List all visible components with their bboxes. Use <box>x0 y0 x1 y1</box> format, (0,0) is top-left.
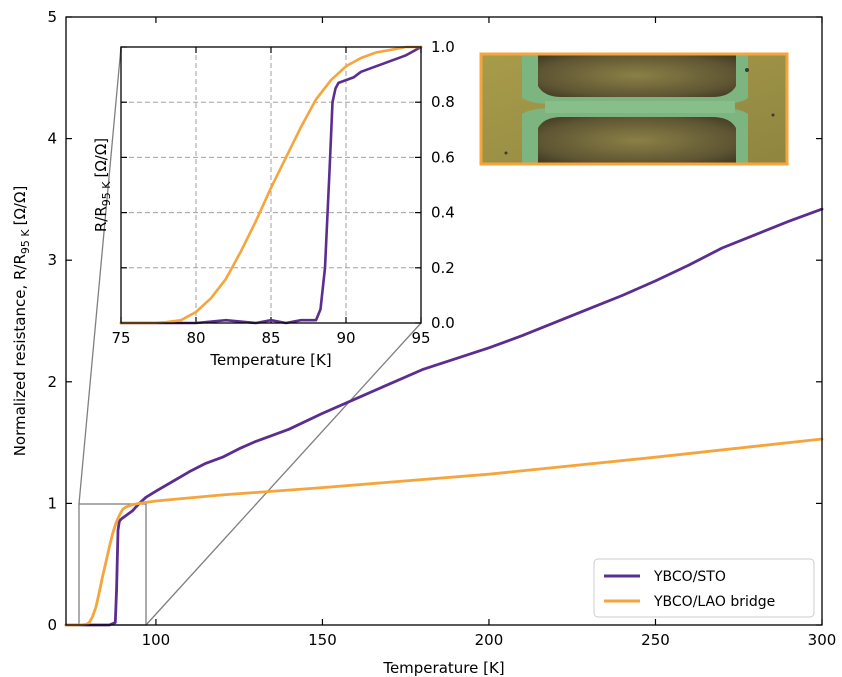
y-tick-label: 2 <box>47 373 57 391</box>
photo-upper-pad <box>538 54 736 97</box>
main-axes-frame <box>65 16 823 626</box>
inset-y-axis-label: R/R95 K [Ω/Ω] <box>92 138 113 232</box>
photo-speck <box>771 113 775 117</box>
y-tick-label: 3 <box>47 251 57 269</box>
zoom-connector-left <box>78 46 122 505</box>
y-tick-label: 5 <box>47 8 57 26</box>
x-tick-label: 75 <box>111 329 130 347</box>
legend-label-ybco-sto: YBCO/STO <box>653 569 726 585</box>
photo-border <box>479 52 789 166</box>
y-tick-label: 0.0 <box>431 314 455 332</box>
x-tick-label: 95 <box>411 329 430 347</box>
main-y-axis-label-sub: 95 K <box>19 229 32 254</box>
photo-speck <box>504 151 508 155</box>
main-series <box>64 207 824 627</box>
inset-y-axis-label-main: R/R <box>92 206 110 232</box>
main-y-axis-label: Normalized resistance, R/R95 K [Ω/Ω] <box>11 186 32 457</box>
x-tick-label: 85 <box>261 329 280 347</box>
y-tick-label: 4 <box>47 130 57 148</box>
x-tick-label: 100 <box>142 631 171 649</box>
photo-speck <box>745 68 749 72</box>
inset-tick-labels: 75 80 85 90 950.0 0.2 0.4 0.6 0.8 1.0 <box>111 38 454 347</box>
main-tick-labels: 100 150 200 250 300 0 1 2 3 4 5 <box>47 8 836 649</box>
y-tick-label: 1.0 <box>431 38 455 56</box>
x-tick-label: 90 <box>336 329 355 347</box>
x-tick-label: 250 <box>641 631 670 649</box>
series-line-ybco-lao-bridge <box>119 45 423 325</box>
x-tick-label: 150 <box>308 631 337 649</box>
inset-y-axis-label-unit: [Ω/Ω] <box>92 138 110 178</box>
series-line-ybco-sto <box>64 207 824 627</box>
x-tick-label: 80 <box>186 329 205 347</box>
x-tick-label: 300 <box>808 631 837 649</box>
inset-y-axis-label-sub: 95 K <box>100 181 113 206</box>
legend-box <box>593 558 815 618</box>
y-tick-label: 0.6 <box>431 148 455 166</box>
photo-lower-pad <box>538 117 736 164</box>
legend-label-ybco-lao: YBCO/LAO bridge <box>653 594 775 610</box>
inset-x-axis-label: Temperature [K] <box>209 351 331 369</box>
series-line-ybco-lao-bridge <box>64 437 824 627</box>
zoom-connector-right <box>145 322 422 626</box>
micrograph-photo <box>479 52 789 166</box>
inset-series <box>119 45 423 325</box>
main-x-axis-label: Temperature [K] <box>382 659 504 677</box>
y-tick-label: 0.8 <box>431 93 455 111</box>
main-y-axis-label-unit: [Ω/Ω] <box>11 186 29 226</box>
legend: YBCO/STO YBCO/LAO bridge <box>593 558 815 618</box>
main-y-axis-label-main: Normalized resistance, R/R <box>11 254 29 456</box>
main-plot: 100 150 200 250 300 0 1 2 3 4 5 Temperature [K] No… <box>11 8 836 677</box>
zoom-rect <box>78 503 147 626</box>
y-tick-label: 0 <box>47 616 57 634</box>
y-tick-label: 1 <box>47 494 57 512</box>
y-tick-label: 0.2 <box>431 259 455 277</box>
y-tick-label: 0.4 <box>431 204 455 222</box>
inset-axes-frame <box>120 46 422 324</box>
series-line-ybco-sto <box>119 45 423 325</box>
x-tick-label: 200 <box>475 631 504 649</box>
photo-bridge-strip <box>545 101 735 113</box>
inset-plot: 75 80 85 90 950.0 0.2 0.4 0.6 0.8 1.0 Temperature… <box>92 38 455 369</box>
